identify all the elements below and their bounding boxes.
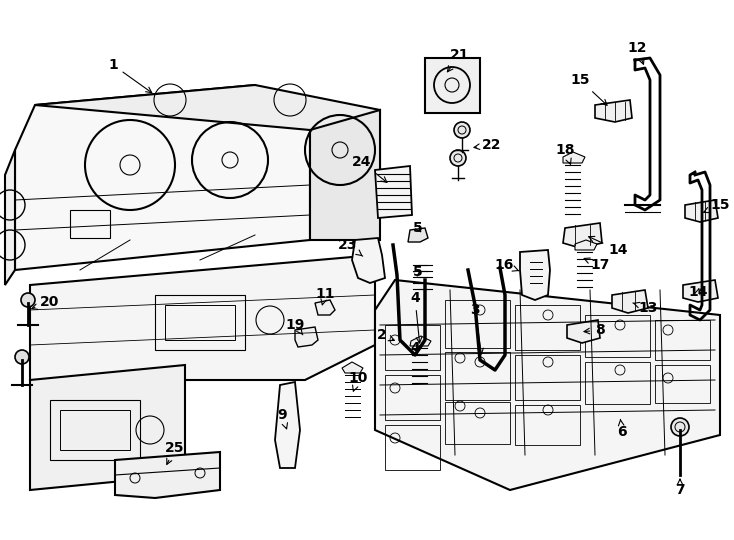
Polygon shape [683, 280, 718, 302]
Text: 4: 4 [410, 341, 420, 355]
Bar [50, 400, 140, 460]
Circle shape [450, 150, 466, 166]
Polygon shape [612, 290, 648, 313]
Bar [385, 325, 440, 370]
Text: 8: 8 [584, 323, 605, 337]
Polygon shape [685, 200, 718, 222]
Text: 1: 1 [108, 58, 152, 93]
Bar [385, 425, 440, 470]
Polygon shape [30, 365, 185, 490]
Polygon shape [30, 255, 375, 380]
Text: 14: 14 [589, 237, 628, 257]
Text: 3: 3 [470, 303, 484, 354]
Text: 5: 5 [413, 265, 423, 279]
Bar [445, 402, 510, 444]
Text: 15: 15 [570, 73, 607, 105]
Text: 18: 18 [555, 143, 575, 164]
Polygon shape [315, 300, 335, 315]
Circle shape [21, 293, 35, 307]
Polygon shape [567, 320, 600, 343]
Bar [70, 210, 110, 238]
Polygon shape [15, 85, 310, 270]
Bar [585, 315, 650, 357]
Bar [515, 405, 580, 445]
Text: 21: 21 [448, 48, 470, 72]
Bar [60, 410, 130, 450]
Polygon shape [563, 152, 585, 163]
Polygon shape [342, 362, 363, 373]
Bar [425, 58, 480, 113]
Bar [445, 300, 510, 348]
Text: 19: 19 [286, 318, 305, 335]
Polygon shape [352, 238, 385, 283]
Bar [585, 362, 650, 404]
Polygon shape [115, 452, 220, 498]
Text: 25: 25 [165, 441, 185, 464]
Text: 7: 7 [675, 479, 685, 497]
Bar [515, 355, 580, 400]
Text: 11: 11 [315, 287, 335, 305]
Text: 23: 23 [338, 238, 363, 256]
Text: 12: 12 [628, 41, 647, 64]
Text: 20: 20 [32, 295, 59, 309]
Polygon shape [563, 223, 602, 248]
Bar [655, 365, 710, 403]
Text: 9: 9 [277, 408, 288, 429]
Text: 6: 6 [617, 420, 627, 439]
Text: 15: 15 [704, 198, 730, 213]
Text: 13: 13 [633, 301, 658, 315]
Circle shape [671, 418, 689, 436]
Bar [445, 352, 510, 400]
Text: 14: 14 [688, 285, 708, 299]
Polygon shape [5, 150, 15, 285]
Text: 5: 5 [413, 221, 423, 235]
Polygon shape [520, 250, 550, 300]
Circle shape [454, 122, 470, 138]
Bar [515, 305, 580, 350]
Polygon shape [375, 166, 412, 218]
Circle shape [15, 350, 29, 364]
Polygon shape [595, 100, 632, 122]
Polygon shape [410, 336, 431, 346]
Bar [655, 320, 710, 360]
Polygon shape [310, 110, 380, 240]
Text: 24: 24 [352, 155, 387, 183]
Text: 16: 16 [494, 258, 519, 272]
Bar [165, 305, 235, 340]
Bar [155, 295, 245, 350]
Text: 4: 4 [410, 291, 422, 343]
Text: 22: 22 [474, 138, 502, 152]
Text: 10: 10 [349, 371, 368, 392]
Polygon shape [375, 280, 720, 490]
Polygon shape [408, 228, 428, 242]
Text: 2: 2 [377, 328, 394, 342]
Polygon shape [575, 240, 597, 250]
Polygon shape [295, 327, 318, 347]
Text: 17: 17 [584, 258, 610, 272]
Polygon shape [275, 382, 300, 468]
Bar [385, 375, 440, 420]
Polygon shape [35, 85, 380, 175]
